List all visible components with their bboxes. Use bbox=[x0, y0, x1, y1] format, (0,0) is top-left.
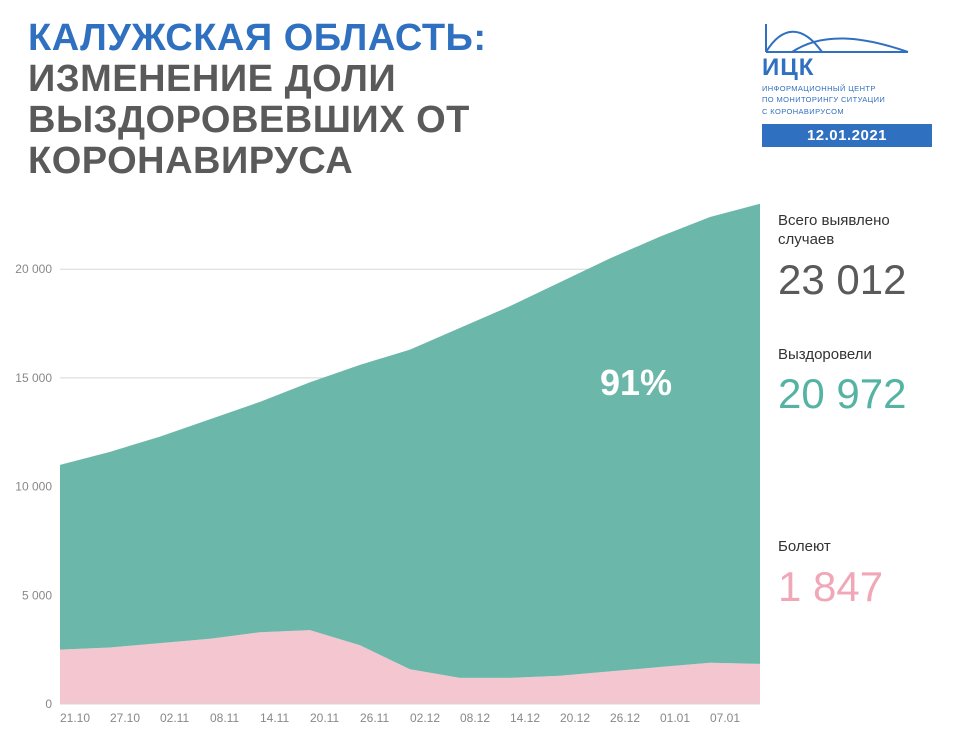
stat-recovered-value: 20 972 bbox=[778, 370, 930, 418]
logo-subtitle-2: ПО МОНИТОРИНГУ СИТУАЦИИ bbox=[762, 95, 932, 104]
svg-text:07.01: 07.01 bbox=[710, 711, 740, 725]
stat-recovered: Выздоровели 20 972 bbox=[778, 346, 930, 419]
stat-total-value: 23 012 bbox=[778, 256, 930, 304]
svg-text:20.11: 20.11 bbox=[310, 711, 339, 725]
stats-panel: Всего выявлено случаев 23 012 Выздоровел… bbox=[770, 194, 960, 754]
stat-recovered-label: Выздоровели bbox=[778, 346, 930, 365]
svg-text:0: 0 bbox=[45, 697, 52, 711]
svg-text:02.11: 02.11 bbox=[160, 711, 189, 725]
percent-label: 91% bbox=[600, 362, 672, 404]
stat-sick-value: 1 847 bbox=[778, 563, 930, 611]
logo-icon bbox=[762, 18, 912, 56]
stat-sick: Болеют 1 847 bbox=[778, 538, 930, 611]
svg-text:20 000: 20 000 bbox=[15, 262, 52, 276]
svg-text:14.12: 14.12 bbox=[510, 711, 540, 725]
page-title: КАЛУЖСКАЯ ОБЛАСТЬ: ИЗМЕНЕНИЕ ДОЛИ ВЫЗДОР… bbox=[28, 18, 728, 182]
logo-subtitle-1: ИНФОРМАЦИОННЫЙ ЦЕНТР bbox=[762, 84, 932, 93]
svg-text:02.12: 02.12 bbox=[410, 711, 440, 725]
logo-abbr: ИЦК bbox=[762, 54, 932, 82]
svg-text:27.10: 27.10 bbox=[110, 711, 140, 725]
svg-text:14.11: 14.11 bbox=[260, 711, 289, 725]
logo-block: ИЦК ИНФОРМАЦИОННЫЙ ЦЕНТР ПО МОНИТОРИНГУ … bbox=[762, 18, 932, 182]
chart-container: 0 5 000 10 000 15 000 20 000 21.10 27.10 02.11 0… bbox=[0, 194, 770, 754]
stat-total-label: Всего выявлено случаев bbox=[778, 212, 930, 250]
svg-text:21.10: 21.10 bbox=[60, 711, 90, 725]
body: 0 5 000 10 000 15 000 20 000 21.10 27.10 02.11 0… bbox=[0, 182, 960, 754]
title-rest: ИЗМЕНЕНИЕ ДОЛИ ВЫЗДОРОВЕВШИХ ОТ КОРОНАВИ… bbox=[28, 58, 470, 182]
svg-text:08.12: 08.12 bbox=[460, 711, 490, 725]
page: КАЛУЖСКАЯ ОБЛАСТЬ: ИЗМЕНЕНИЕ ДОЛИ ВЫЗДОР… bbox=[0, 0, 960, 720]
svg-text:15 000: 15 000 bbox=[15, 371, 52, 385]
stat-sick-label: Болеют bbox=[778, 538, 930, 557]
area-chart: 0 5 000 10 000 15 000 20 000 21.10 27.10 02.11 0… bbox=[0, 194, 770, 754]
svg-text:10 000: 10 000 bbox=[15, 480, 52, 494]
svg-text:26.12: 26.12 bbox=[610, 711, 640, 725]
title-region: КАЛУЖСКАЯ ОБЛАСТЬ: bbox=[28, 17, 487, 59]
stat-total: Всего выявлено случаев 23 012 bbox=[778, 212, 930, 304]
header: КАЛУЖСКАЯ ОБЛАСТЬ: ИЗМЕНЕНИЕ ДОЛИ ВЫЗДОР… bbox=[0, 0, 960, 182]
title-block: КАЛУЖСКАЯ ОБЛАСТЬ: ИЗМЕНЕНИЕ ДОЛИ ВЫЗДОР… bbox=[28, 18, 728, 182]
svg-text:26.11: 26.11 bbox=[360, 711, 389, 725]
date-badge: 12.01.2021 bbox=[762, 124, 932, 147]
svg-text:20.12: 20.12 bbox=[560, 711, 590, 725]
svg-text:08.11: 08.11 bbox=[210, 711, 239, 725]
logo-subtitle-3: С КОРОНАВИРУСОМ bbox=[762, 107, 932, 116]
svg-text:5 000: 5 000 bbox=[22, 588, 52, 602]
svg-text:01.01: 01.01 bbox=[660, 711, 690, 725]
